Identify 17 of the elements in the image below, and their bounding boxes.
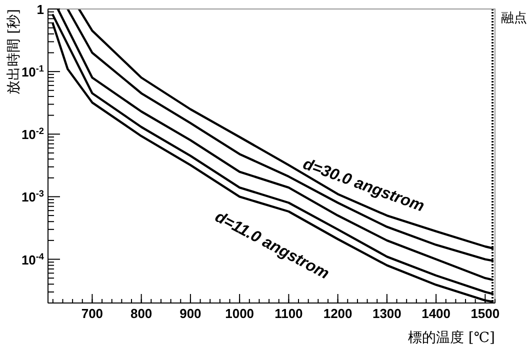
y-axis-title: 放出時間 [秒] — [6, 9, 22, 94]
x-tick-label: 1200 — [323, 306, 352, 321]
y-tick-label: 10$^{-2}$ — [21, 126, 44, 142]
x-tick-label: 1300 — [372, 306, 402, 321]
x-tick-label: 1000 — [225, 306, 254, 321]
x-tick-label: 800 — [130, 306, 152, 321]
y-tick-label: 10$^{-1}$ — [21, 64, 44, 80]
y-tick-label: 1 — [36, 2, 44, 17]
x-tick-label: 1100 — [274, 306, 303, 321]
x-tick-label: 1400 — [422, 306, 451, 321]
x-axis-title: 標的温度 [℃] — [408, 330, 495, 346]
y-tick-label: 10$^{-3}$ — [21, 188, 44, 205]
x-tick-label: 900 — [180, 306, 202, 321]
ref-line-label: 融点 — [501, 11, 527, 26]
x-tick-label: 1500 — [470, 306, 500, 321]
x-tick-label: 700 — [81, 306, 104, 321]
y-tick-label: 10$^{-4}$ — [21, 251, 45, 268]
